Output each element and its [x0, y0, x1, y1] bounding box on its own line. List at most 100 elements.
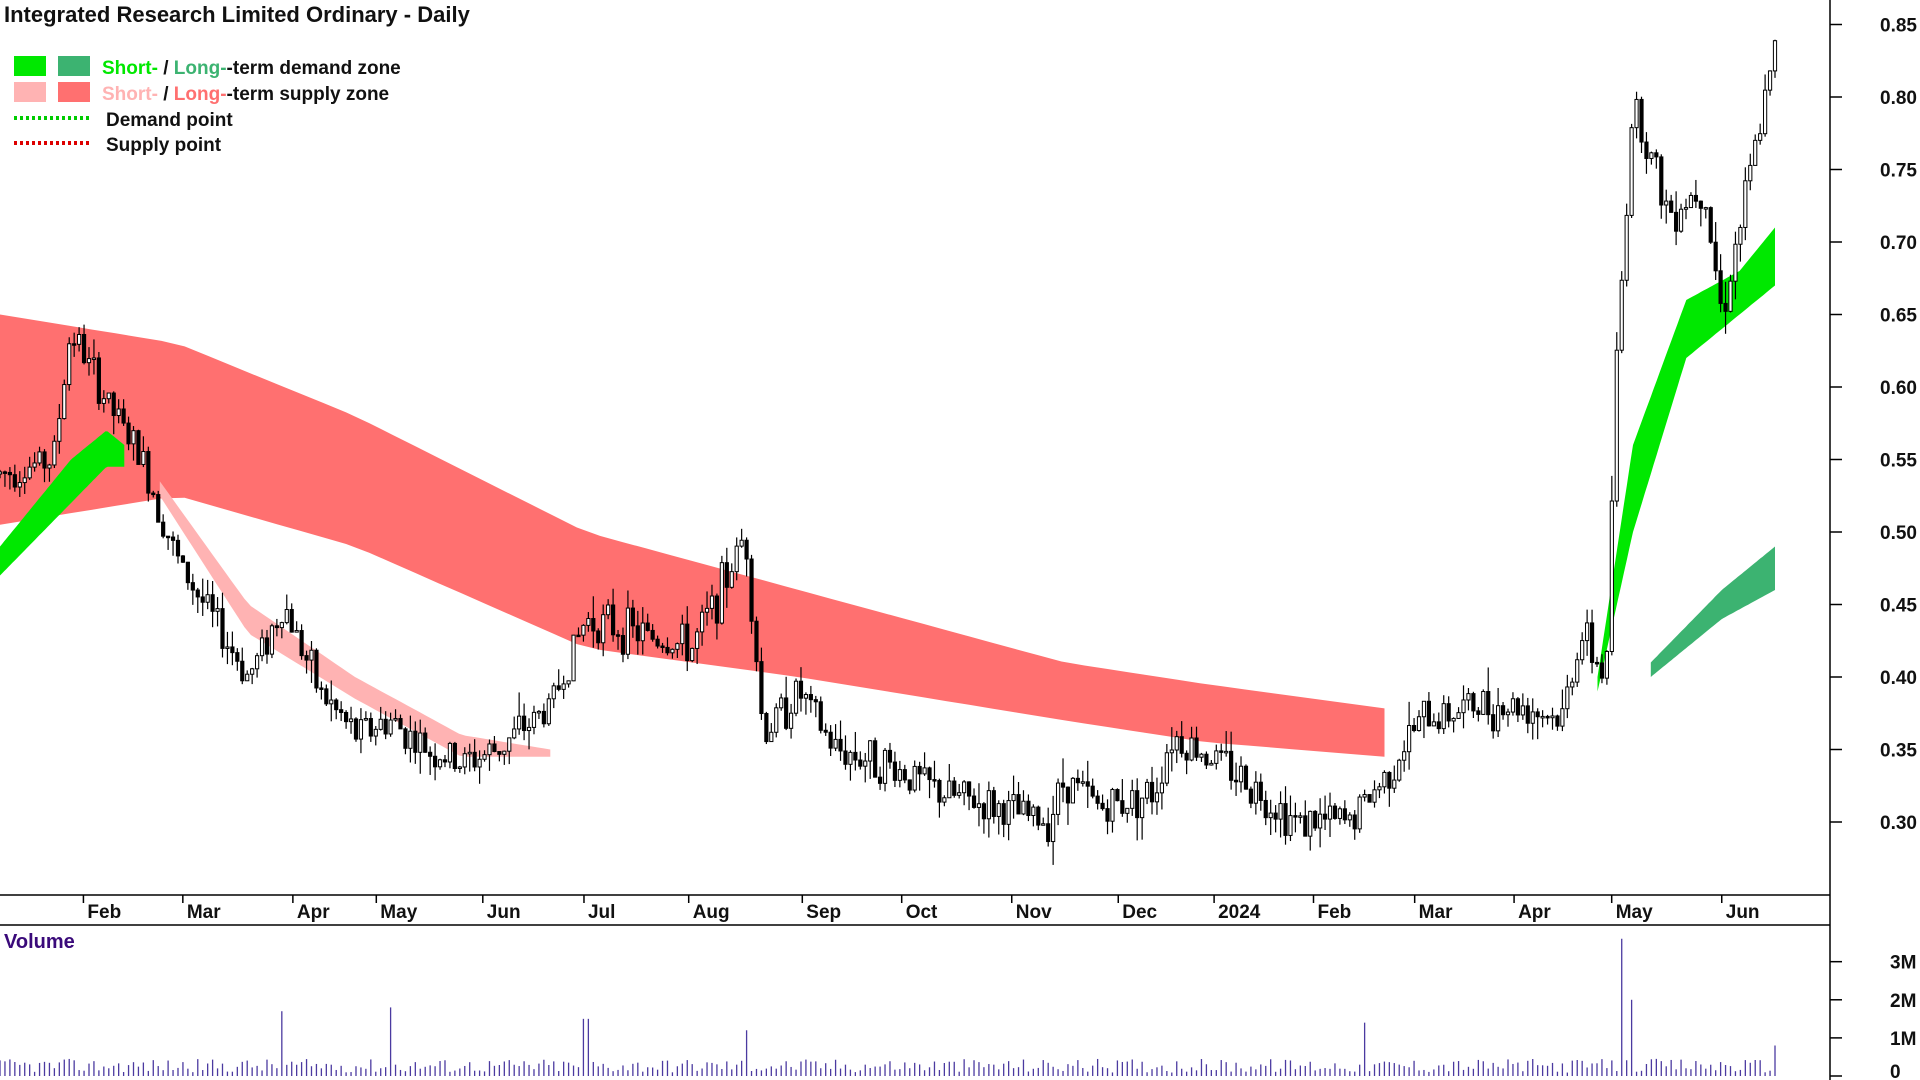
candle [1006, 790, 1011, 841]
candle [62, 379, 67, 420]
candle-body [388, 719, 393, 735]
candle-body [32, 462, 37, 468]
candle-body [215, 608, 220, 612]
candle [877, 766, 883, 790]
candle [512, 716, 517, 740]
candle [185, 561, 190, 590]
candle-body [1486, 690, 1491, 716]
candle-body [363, 718, 368, 721]
candle [1471, 691, 1476, 719]
candle [620, 627, 626, 663]
candle-body [1505, 711, 1511, 716]
candle-body [902, 769, 907, 781]
candle [610, 588, 616, 642]
candle-body [477, 758, 482, 768]
candle-body [675, 643, 680, 650]
candle-body [937, 779, 942, 803]
candle-body [1723, 302, 1728, 312]
candle [1481, 689, 1486, 715]
candle [348, 706, 354, 734]
candle-body [225, 646, 230, 649]
candle [1080, 770, 1085, 787]
candle [813, 695, 818, 718]
candle-body [146, 451, 151, 494]
x-tick-label: 2024 [1218, 902, 1261, 923]
candle-body [77, 334, 82, 345]
candle [1382, 770, 1387, 794]
candle [1288, 795, 1293, 842]
legend: Short- / Long--term demand zone Short- /… [14, 56, 401, 156]
candle [37, 446, 42, 466]
candle [1140, 797, 1145, 840]
candle [279, 621, 284, 639]
candle [1540, 710, 1545, 728]
candle [1377, 782, 1382, 799]
candle [779, 693, 784, 711]
candle-body [769, 731, 774, 743]
candle [521, 703, 527, 741]
volume-axis: 3M 2M 1M 0 [1830, 953, 1916, 1080]
candle [1090, 778, 1095, 799]
candle [1184, 750, 1189, 775]
candle-body [161, 521, 166, 537]
candle-body [1545, 715, 1550, 719]
candle-body [561, 683, 566, 690]
candle [1021, 790, 1026, 816]
candle [808, 685, 813, 713]
candle [319, 681, 324, 700]
candle [1224, 731, 1229, 757]
candle-body [764, 713, 769, 743]
candle-body [210, 594, 215, 612]
candle [1238, 756, 1244, 793]
candle-body [1570, 681, 1575, 688]
x-tick-label: Feb [1318, 902, 1352, 923]
candle [1570, 677, 1575, 696]
candle [1031, 804, 1036, 827]
candle-body [1189, 737, 1194, 761]
candle [215, 597, 220, 627]
candle-body [818, 701, 823, 731]
x-tick-label: May [380, 902, 417, 923]
candle-body [1609, 500, 1614, 652]
candle [823, 723, 828, 736]
candle-body [1402, 751, 1407, 761]
candle [126, 416, 131, 451]
candle-body [1466, 693, 1471, 701]
candle-body [1224, 750, 1229, 754]
candle-body [309, 649, 314, 661]
x-tick-label: Sep [806, 902, 841, 923]
legend-swatch-short-demand [14, 56, 46, 76]
candle-body [1154, 792, 1160, 803]
candle-body [1535, 711, 1540, 718]
candle-body [927, 767, 932, 781]
candle [81, 324, 87, 365]
candle-body [620, 635, 626, 655]
candle-body [1604, 650, 1609, 679]
candle-body [423, 732, 428, 753]
candle-body [42, 451, 47, 469]
candle-body [1243, 765, 1249, 790]
candle [378, 706, 383, 731]
candle-body [185, 561, 190, 584]
candle-body [665, 646, 670, 654]
candle-body [724, 562, 729, 588]
candle [304, 650, 309, 674]
candle-body [1268, 812, 1273, 819]
candle [1693, 179, 1698, 208]
candle-body [640, 622, 645, 642]
candle-body [877, 776, 883, 784]
candle-body [863, 760, 868, 767]
candle-body [121, 408, 126, 424]
candle [1407, 701, 1412, 770]
candle [1698, 200, 1703, 227]
candle [1268, 799, 1273, 835]
x-tick-label: Jun [1726, 902, 1760, 923]
candle-body [166, 535, 171, 539]
candle [1293, 802, 1298, 833]
candle-body [1184, 752, 1189, 761]
zones-layer [0, 227, 1775, 757]
candle [408, 715, 413, 763]
candle-body [1500, 705, 1506, 716]
candle-body [596, 630, 601, 644]
candle [1387, 771, 1392, 807]
